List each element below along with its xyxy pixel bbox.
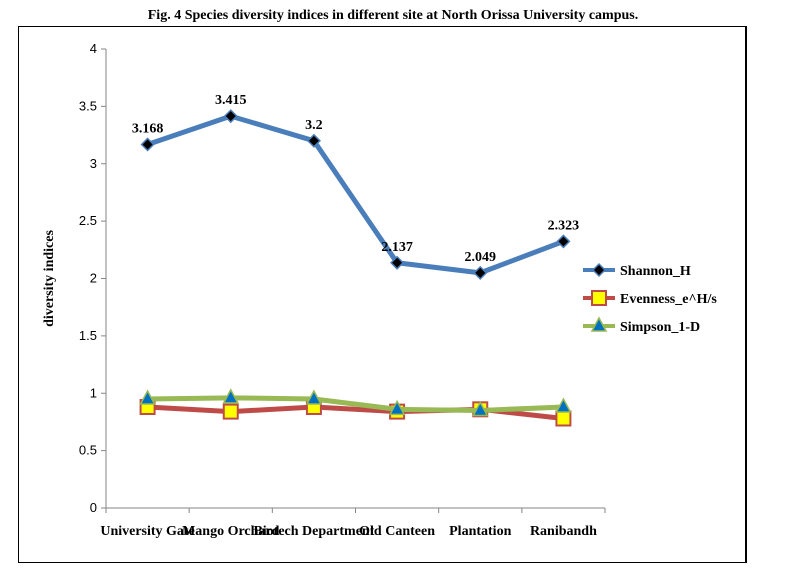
data-label: 3.168: [132, 121, 164, 136]
y-tick-label: 1.5: [79, 328, 97, 343]
x-tick-label: Old Canteen: [359, 524, 435, 539]
data-point: [223, 109, 238, 124]
data-point: [473, 265, 488, 280]
data-point: [556, 234, 571, 249]
legend-marker: [591, 290, 607, 306]
data-point: [390, 255, 405, 270]
y-tick-label: 1: [90, 385, 97, 400]
x-tick-label: Ranibandh: [530, 524, 597, 539]
data-label: 3.2: [305, 118, 323, 133]
data-label: 2.049: [465, 250, 497, 265]
data-label: 2.323: [548, 218, 580, 233]
legend-marker: [590, 316, 608, 332]
series-line-2: [147, 395, 564, 413]
y-tick-label: 0.5: [79, 443, 97, 458]
data-point: [471, 400, 489, 417]
legend-marker: [591, 262, 607, 278]
x-tick-label: Biotech Department: [253, 524, 374, 539]
series-line-0: [146, 113, 565, 276]
chart-title: Fig. 4 Species diversity indices in diff…: [147, 8, 639, 23]
y-axis-label: diversity indices: [42, 230, 57, 327]
x-tick-label: Plantation: [449, 524, 511, 539]
data-point: [555, 397, 572, 413]
data-label: 3.415: [215, 93, 247, 108]
data-point: [306, 133, 321, 148]
y-tick-label: 3.5: [79, 98, 97, 113]
chart-frame: [18, 26, 747, 563]
x-tick-label: University Gate: [100, 524, 194, 539]
y-tick-label: 2: [90, 271, 97, 286]
data-point: [222, 403, 239, 420]
legend-label: Simpson_1-D: [620, 320, 700, 335]
data-point: [388, 399, 406, 416]
data-point: [139, 389, 156, 405]
y-tick-label: 4: [90, 41, 97, 56]
data-point: [222, 388, 240, 404]
data-point: [555, 410, 572, 427]
y-tick-label: 0: [90, 500, 97, 515]
data-label: 2.137: [381, 240, 413, 255]
y-tick-label: 3: [90, 156, 97, 171]
x-tick-label: Mango Orchard: [182, 524, 280, 539]
data-point: [140, 137, 155, 152]
legend-label: Shannon_H: [620, 264, 691, 279]
data-point: [305, 389, 323, 405]
y-tick-label: 2.5: [79, 213, 97, 228]
legend-label: Evenness_e^H/s: [620, 292, 717, 307]
